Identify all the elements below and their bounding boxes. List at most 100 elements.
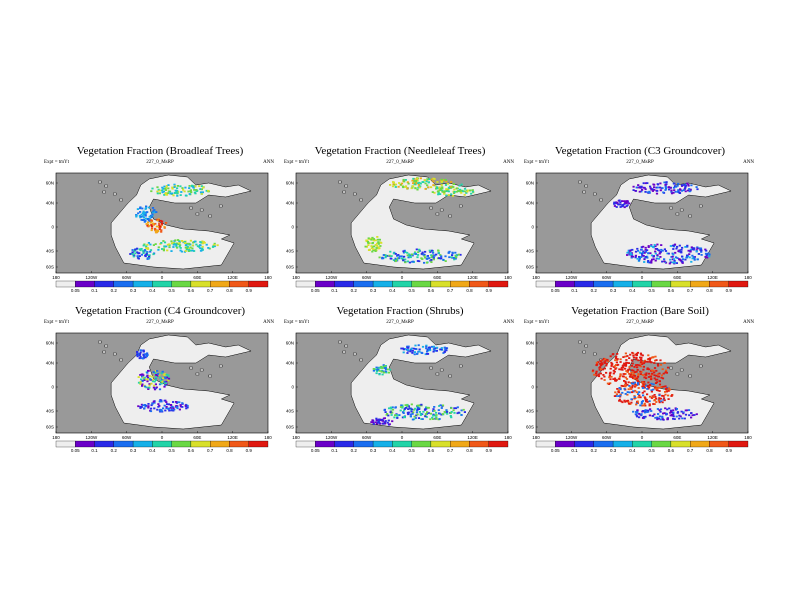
vegetation-cell xyxy=(681,417,684,420)
vegetation-cell xyxy=(142,404,145,407)
colorbar-swatch xyxy=(574,280,594,288)
vegetation-cell xyxy=(626,251,629,254)
vegetation-cell xyxy=(389,184,392,186)
vegetation-cell xyxy=(149,243,152,246)
vegetation-cell xyxy=(430,249,434,252)
vegetation-cell xyxy=(165,376,169,379)
vegetation-cell xyxy=(428,178,431,181)
vegetation-cell xyxy=(654,245,657,248)
vegetation-cell xyxy=(167,403,170,406)
vegetation-cell xyxy=(450,181,453,183)
x-tick-label: 120E xyxy=(227,435,238,440)
vegetation-cell xyxy=(156,190,159,193)
vegetation-cell xyxy=(172,407,175,410)
vegetation-cell xyxy=(427,349,430,352)
vegetation-cell xyxy=(157,405,160,408)
x-tick-label: 180 xyxy=(52,275,60,280)
vegetation-cell xyxy=(193,240,197,243)
vegetation-cell xyxy=(659,182,662,185)
vegetation-cell xyxy=(622,204,625,207)
vegetation-cell xyxy=(441,404,445,407)
vegetation-cell xyxy=(651,190,654,192)
vegetation-cell xyxy=(432,184,435,186)
vegetation-cell xyxy=(141,383,144,386)
vegetation-cell xyxy=(623,399,626,402)
vegetation-cell xyxy=(656,186,659,189)
vegetation-cell xyxy=(425,261,429,264)
vegetation-cell xyxy=(443,192,446,195)
vegetation-cell xyxy=(367,242,370,244)
vegetation-cell xyxy=(644,256,647,258)
island xyxy=(353,192,357,196)
vegetation-cell xyxy=(451,254,454,256)
vegetation-cell xyxy=(416,404,419,407)
vegetation-cell xyxy=(370,421,373,423)
vegetation-cell xyxy=(656,248,659,250)
vegetation-cell xyxy=(165,186,168,189)
vegetation-cell xyxy=(146,254,149,256)
vegetation-cell xyxy=(645,400,648,403)
vegetation-cell xyxy=(202,186,205,189)
vegetation-cell xyxy=(440,413,443,416)
vegetation-cell xyxy=(374,250,377,252)
vegetation-cell xyxy=(381,373,384,376)
vegetation-cell xyxy=(604,360,607,362)
vegetation-cell xyxy=(140,403,143,406)
vegetation-cell xyxy=(623,384,627,386)
vegetation-cell xyxy=(653,394,656,396)
vegetation-cell xyxy=(692,248,695,251)
vegetation-cell xyxy=(651,395,654,398)
vegetation-cell xyxy=(457,253,460,256)
vegetation-cell xyxy=(373,245,376,248)
vegetation-cell xyxy=(153,407,156,410)
vegetation-cell xyxy=(670,192,674,195)
period-label: ANN xyxy=(743,320,754,325)
vegetation-cell xyxy=(154,372,157,374)
vegetation-cell xyxy=(645,372,648,375)
vegetation-cell xyxy=(148,215,151,218)
vegetation-cell xyxy=(636,369,639,371)
vegetation-cell xyxy=(153,401,156,404)
vegetation-cell xyxy=(623,203,626,205)
run-label: 227_0_MsRP xyxy=(386,160,414,165)
vegetation-cell xyxy=(438,412,441,415)
colorbar-label: 0.2 xyxy=(111,448,118,453)
vegetation-cell xyxy=(640,190,643,193)
vegetation-cell xyxy=(624,376,627,379)
vegetation-cell xyxy=(637,359,640,362)
vegetation-cell xyxy=(402,416,406,418)
island xyxy=(459,204,463,208)
colorbar-label: 0.1 xyxy=(331,288,338,293)
vegetation-cell xyxy=(698,247,701,250)
vegetation-cell xyxy=(619,373,622,376)
vegetation-cell xyxy=(622,375,625,378)
vegetation-cell xyxy=(453,192,456,194)
vegetation-cell xyxy=(139,211,142,213)
vegetation-cell xyxy=(619,395,622,398)
vegetation-cell xyxy=(418,404,421,407)
vegetation-cell xyxy=(166,403,169,405)
vegetation-cell xyxy=(143,220,146,223)
vegetation-cell xyxy=(410,253,414,256)
colorbar-label: 0.9 xyxy=(486,288,493,293)
vegetation-cell xyxy=(642,384,645,387)
vegetation-cell xyxy=(142,250,145,252)
vegetation-cell xyxy=(408,253,411,256)
island xyxy=(359,198,363,202)
vegetation-cell xyxy=(418,248,421,251)
vegetation-cell xyxy=(429,349,432,352)
colorbar-swatch xyxy=(593,280,614,288)
vegetation-cell xyxy=(689,250,692,253)
vegetation-cell xyxy=(176,192,179,195)
vegetation-cell xyxy=(411,418,414,421)
vegetation-cell xyxy=(436,346,439,349)
vegetation-cell xyxy=(418,408,421,410)
vegetation-cell xyxy=(642,410,645,412)
vegetation-cell xyxy=(663,181,666,184)
island xyxy=(448,374,452,378)
colorbar-label: 0.1 xyxy=(91,448,98,453)
vegetation-cell xyxy=(413,351,416,353)
vegetation-cell xyxy=(641,374,644,376)
colorbar-label: 0.8 xyxy=(466,448,473,453)
vegetation-cell xyxy=(142,215,145,218)
